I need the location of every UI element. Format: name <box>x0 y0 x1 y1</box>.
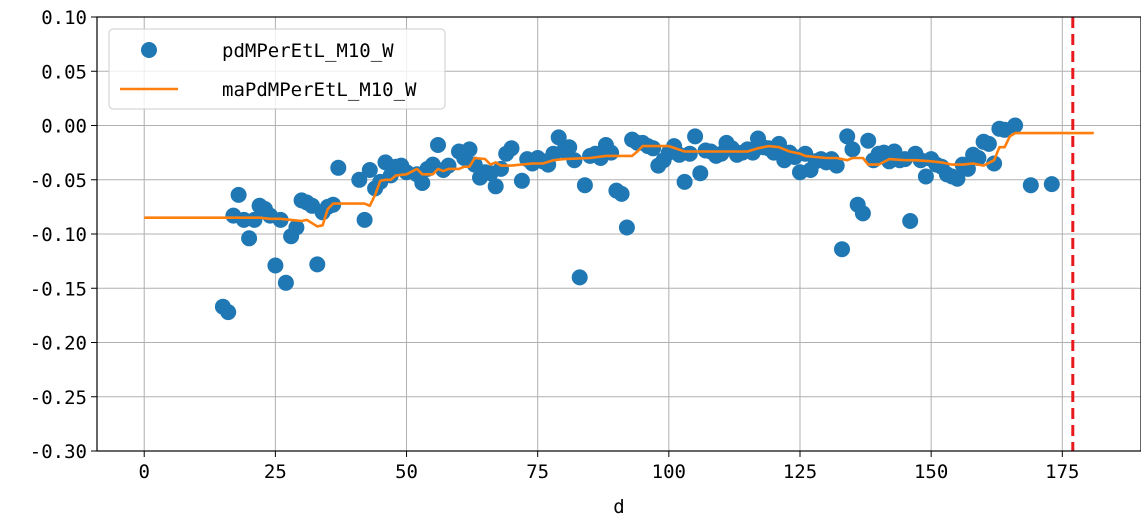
x-axis-label: d <box>613 496 624 518</box>
scatter-point <box>828 157 845 174</box>
scatter-point <box>288 219 305 236</box>
scatter-point <box>361 162 378 178</box>
scatter-point <box>576 177 593 194</box>
y-tick-label: -0.20 <box>30 333 87 355</box>
scatter-point <box>267 257 284 274</box>
scatter-point <box>676 173 693 190</box>
scatter-point <box>681 145 698 162</box>
scatter-point <box>902 213 919 229</box>
x-tick-label: 0 <box>138 461 149 483</box>
scatter-point <box>461 141 478 158</box>
x-tick-label: 25 <box>264 461 287 483</box>
scatter-point <box>692 165 709 182</box>
scatter-point <box>687 128 704 145</box>
scatter-point <box>566 152 583 169</box>
plot-area <box>144 17 1094 451</box>
legend-box <box>108 28 446 110</box>
scatter-point <box>513 172 530 189</box>
scatter-point <box>356 211 373 228</box>
x-tick-label: 50 <box>395 461 418 483</box>
scatter-point <box>571 269 588 286</box>
scatter-point <box>949 170 966 187</box>
scatter-point <box>309 256 326 273</box>
legend-marker-scatter <box>141 42 157 58</box>
x-tick-label: 125 <box>783 461 817 483</box>
y-tick-label: -0.05 <box>30 170 87 192</box>
x-tick-label: 175 <box>1045 461 1079 483</box>
scatter-point <box>844 141 861 158</box>
scatter-point <box>839 128 856 145</box>
scatter-point <box>970 150 987 166</box>
scatter-point <box>986 155 1003 172</box>
scatter-point <box>230 186 247 203</box>
scatter-point <box>860 132 877 149</box>
scatter-point <box>1007 117 1024 134</box>
scatter-point <box>351 171 368 188</box>
y-tick-label: -0.10 <box>30 224 87 246</box>
x-tick-label: 100 <box>652 461 686 483</box>
scatter-point <box>241 230 258 247</box>
scatter-point <box>834 241 850 258</box>
y-tick-label: 0.05 <box>41 61 87 83</box>
scatter-point <box>246 211 263 228</box>
x-tick-label: 75 <box>526 461 549 483</box>
scatter-point <box>330 159 347 176</box>
y-tick-label: -0.30 <box>30 441 87 463</box>
scatter-point <box>487 178 504 195</box>
y-tick-label: 0.10 <box>41 7 87 29</box>
scatter-point <box>980 135 997 152</box>
scatter-point <box>503 140 520 157</box>
scatter-point <box>220 304 237 321</box>
scatter-point <box>854 205 871 222</box>
scatter-point <box>561 139 578 156</box>
x-axis: 0 25 50 75 100 125 150 175 <box>138 451 1079 483</box>
legend-label: pdMPerEtL_M10_W <box>222 40 394 62</box>
legend-label: maPdMPerEtL_M10_W <box>222 79 417 101</box>
scatter-point <box>430 137 446 153</box>
y-tick-label: 0.00 <box>41 116 87 138</box>
y-tick-label: -0.25 <box>30 387 87 409</box>
scatter-point <box>618 219 635 236</box>
scatter-point <box>277 274 294 291</box>
scatter-point <box>550 129 567 146</box>
ma-series-line <box>144 131 1094 228</box>
scatter-point <box>645 140 662 157</box>
scatter-point <box>917 168 934 185</box>
legend: pdMPerEtL_M10_W maPdMPerEtL_M10_W <box>108 28 446 110</box>
x-tick-label: 150 <box>914 461 948 483</box>
scatter-point <box>1043 176 1060 193</box>
scatter-point <box>603 144 620 161</box>
scatter-point <box>613 185 630 202</box>
y-tick-label: -0.15 <box>30 278 87 300</box>
scatter-point <box>414 175 431 191</box>
y-axis: 0.10 0.05 0.00 -0.05 -0.10 -0.15 -0.20 -0.25 -0.… <box>30 7 97 463</box>
scatter-point <box>1022 177 1039 194</box>
